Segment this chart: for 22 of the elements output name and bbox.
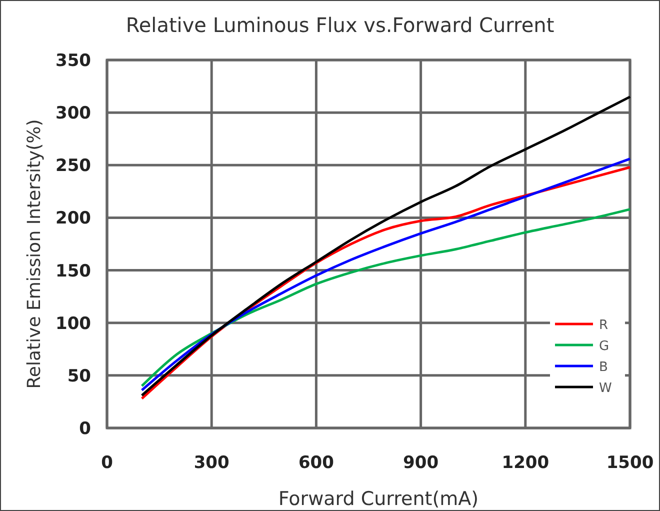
x-axis-title: Forward Current(mA) (278, 488, 479, 510)
x-tick-label: 1200 (502, 453, 550, 473)
y-tick-label: 0 (79, 419, 92, 439)
x-tick-label: 900 (403, 453, 439, 473)
x-tick-label: 300 (194, 453, 230, 473)
y-tick-label: 50 (67, 366, 92, 386)
y-tick-label: 250 (56, 156, 92, 176)
y-tick-label: 150 (56, 261, 92, 282)
y-tick-label: 350 (56, 51, 92, 71)
x-tick-label: 1500 (606, 453, 654, 473)
y-tick-label: 100 (56, 314, 92, 334)
y-tick-label: 200 (56, 208, 92, 229)
y-axis-title: Relative Emission Intersity(%) (24, 119, 45, 389)
line-series (140, 96, 632, 397)
x-tick-label: 600 (298, 453, 334, 473)
legend-label: R (599, 318, 608, 333)
legend-label: G (599, 339, 610, 354)
legend-label: W (599, 381, 612, 396)
chart-title: Relative Luminous Flux vs.Forward Current (126, 13, 554, 37)
legend-label: B (599, 360, 608, 375)
x-tick-label: 0 (101, 453, 114, 473)
y-tick-label: 300 (56, 104, 92, 124)
